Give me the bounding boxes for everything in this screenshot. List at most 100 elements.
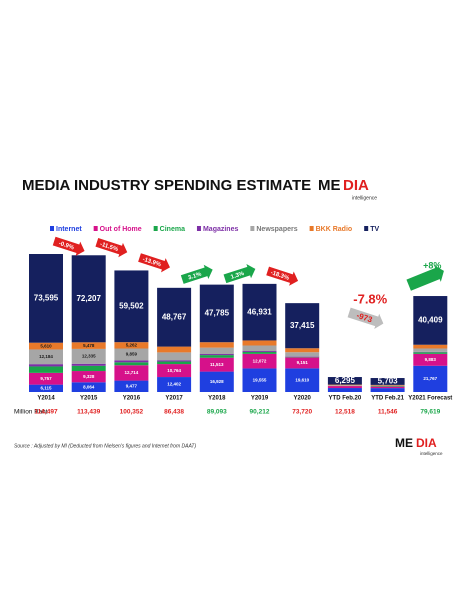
growth-label: 1.3% bbox=[230, 271, 245, 281]
legend-swatch bbox=[364, 226, 369, 231]
legend-label: Magazines bbox=[203, 226, 239, 233]
bar-segment bbox=[71, 365, 106, 372]
bar-segment bbox=[157, 360, 192, 362]
chart-title: MEDIA INDUSTRY SPENDING ESTIMATE bbox=[22, 177, 311, 194]
bar-segment bbox=[114, 380, 149, 392]
bar-segment bbox=[29, 254, 63, 343]
bar-segment bbox=[199, 284, 234, 343]
x-tick-label: Y2021 Forecast bbox=[408, 396, 452, 402]
bar-segment bbox=[370, 384, 405, 386]
x-tick-label: Y2019 bbox=[251, 396, 269, 402]
legend-label: Internet bbox=[56, 226, 82, 233]
logo-part1: ME bbox=[395, 436, 413, 450]
bar-segment bbox=[114, 362, 149, 366]
segment-label: 5,703 bbox=[378, 377, 399, 386]
legend-swatch bbox=[196, 226, 201, 231]
bar-segment bbox=[114, 365, 149, 381]
bar-segment bbox=[242, 351, 277, 353]
legend-swatch bbox=[93, 226, 98, 231]
bar-segment bbox=[413, 296, 448, 345]
growth-label: -0.9% bbox=[58, 241, 75, 252]
segment-label: 6,115 bbox=[40, 386, 52, 391]
arrow-shape bbox=[223, 263, 256, 284]
segment-label: 16,928 bbox=[210, 379, 224, 384]
bar-segment bbox=[71, 348, 106, 364]
source: Source : Adjusted by MI (Deducted from N… bbox=[14, 443, 196, 449]
segment-label: 12,335 bbox=[82, 354, 96, 359]
segment-label: 9,328 bbox=[83, 374, 95, 379]
segment-label: 48,767 bbox=[162, 312, 187, 321]
arrow-shape bbox=[95, 238, 128, 258]
segment-label: 9,151 bbox=[297, 360, 309, 365]
segment-label: 21,767 bbox=[423, 376, 437, 381]
total-label: 11,546 bbox=[378, 409, 398, 416]
segment-label: 73,595 bbox=[34, 293, 59, 302]
bar-segment bbox=[157, 377, 192, 392]
bar-segment bbox=[71, 342, 106, 349]
growth-arrow: 3.1% bbox=[180, 264, 213, 284]
growth-arrow: -0.9% bbox=[52, 236, 85, 256]
total-label: 73,720 bbox=[292, 409, 312, 416]
growth-label: 3.1% bbox=[187, 271, 202, 281]
growth-arrow: 1.3% bbox=[223, 263, 256, 284]
legend-label: Cinema bbox=[160, 226, 185, 233]
bar-segment bbox=[242, 368, 277, 392]
logo-sub: intelligence bbox=[352, 195, 377, 201]
bar-segment bbox=[199, 354, 234, 356]
bar-segment bbox=[413, 348, 448, 352]
bar-segment bbox=[285, 356, 320, 358]
arrow-shape bbox=[180, 264, 213, 284]
segment-label: 10,764 bbox=[167, 368, 181, 373]
arrow-shape bbox=[266, 266, 299, 286]
bar-segment bbox=[413, 352, 448, 354]
logo-part2: DIA bbox=[343, 177, 369, 194]
bar-segment bbox=[327, 384, 362, 386]
bar-segment bbox=[71, 363, 106, 366]
bar-segment bbox=[285, 368, 320, 392]
bar-segment bbox=[242, 352, 277, 354]
logo-bottom: ME DIA intelligence bbox=[395, 436, 443, 456]
growth-arrow bbox=[347, 307, 384, 330]
total-label: 79,619 bbox=[420, 409, 440, 416]
bar-segment bbox=[199, 371, 234, 392]
bar-segment bbox=[199, 342, 234, 348]
arrow-shape bbox=[406, 265, 444, 291]
x-tick-label: Y2018 bbox=[208, 396, 226, 402]
bar-segment bbox=[29, 364, 63, 367]
bar-segment bbox=[114, 360, 149, 363]
segment-label: 5,262 bbox=[126, 343, 138, 348]
total-label: 86,438 bbox=[164, 409, 184, 416]
arrow-shape bbox=[138, 253, 170, 273]
bar-segment bbox=[157, 361, 192, 365]
bar-segment bbox=[413, 365, 448, 392]
bar-segment bbox=[242, 340, 277, 346]
segment-label: 19,555 bbox=[253, 377, 267, 382]
segment-label: 9,477 bbox=[126, 383, 138, 388]
bar-segment bbox=[29, 342, 63, 350]
total-label: 89,093 bbox=[207, 409, 227, 416]
bar-segment bbox=[413, 353, 448, 366]
x-tick-label: Y2015 bbox=[80, 396, 98, 402]
bar-segment bbox=[157, 287, 192, 347]
segment-label: 37,415 bbox=[290, 321, 315, 330]
totals-label: Million Baht bbox=[14, 409, 48, 416]
segment-label: 59,502 bbox=[119, 301, 144, 310]
total-label: 113,439 bbox=[77, 409, 101, 416]
bar-segment bbox=[29, 384, 63, 392]
total-label: 12,518 bbox=[335, 409, 355, 416]
bar-segment bbox=[285, 352, 320, 357]
logo-part2: DIA bbox=[416, 436, 437, 450]
arrow-shape bbox=[347, 307, 384, 330]
bar-segment bbox=[29, 372, 63, 385]
segment-label: 46,931 bbox=[247, 307, 272, 316]
bar-segment bbox=[370, 386, 405, 387]
segment-label: 12,072 bbox=[253, 358, 267, 363]
growth-label: -13.9% bbox=[142, 257, 163, 269]
logo-part1: ME bbox=[318, 177, 341, 194]
x-tick-label: YTD Feb.20 bbox=[329, 396, 362, 402]
legend-label: BKK Radio bbox=[316, 226, 353, 233]
legend-label: Out of Home bbox=[100, 226, 142, 233]
bar-segment bbox=[242, 283, 277, 341]
bar-segment bbox=[327, 388, 362, 392]
